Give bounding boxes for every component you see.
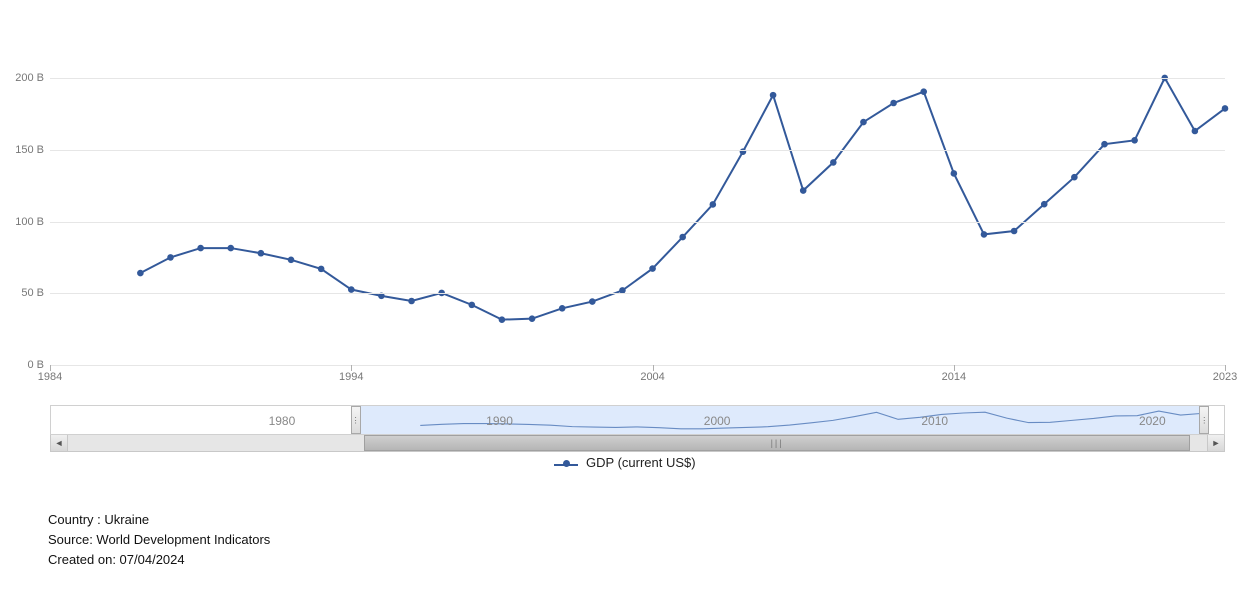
range-band[interactable]: ⋮ ⋮ 1980 1990 2000 2010 2020	[50, 405, 1225, 435]
range-year-label: 1990	[486, 414, 513, 428]
range-selector: ⋮ ⋮ 1980 1990 2000 2010 2020 ◄ ||| ►	[50, 405, 1225, 452]
data-point[interactable]	[499, 316, 506, 323]
x-axis-label: 1994	[339, 371, 363, 383]
data-point[interactable]	[227, 245, 234, 252]
data-point[interactable]	[830, 159, 837, 166]
chart-svg	[50, 35, 1225, 365]
y-axis-label: 100 B	[15, 216, 44, 228]
data-point[interactable]	[1011, 228, 1018, 235]
x-axis-label: 2014	[942, 371, 966, 383]
y-axis-label: 200 B	[15, 72, 44, 84]
data-point[interactable]	[408, 298, 415, 305]
data-point[interactable]	[770, 92, 777, 99]
data-point[interactable]	[137, 270, 144, 277]
data-point[interactable]	[951, 170, 958, 177]
range-scroll-thumb[interactable]: |||	[364, 435, 1190, 451]
meta-source: Source: World Development Indicators	[48, 530, 270, 550]
range-selection[interactable]	[356, 406, 1207, 434]
data-point[interactable]	[679, 234, 686, 241]
range-scroll-track[interactable]: |||	[68, 435, 1207, 451]
x-axis-label: 2023	[1213, 371, 1237, 383]
data-point[interactable]	[258, 250, 265, 257]
data-point[interactable]	[1101, 141, 1108, 148]
meta-created: Created on: 07/04/2024	[48, 550, 270, 570]
data-point[interactable]	[589, 298, 596, 305]
y-axis-label: 0 B	[27, 359, 44, 371]
data-point[interactable]	[1222, 105, 1229, 112]
y-axis-label: 50 B	[21, 287, 44, 299]
data-point[interactable]	[1071, 174, 1078, 181]
range-year-label: 1980	[269, 414, 296, 428]
data-point[interactable]	[1192, 128, 1199, 135]
y-axis-label: 150 B	[15, 144, 44, 156]
range-scrollbar[interactable]: ◄ ||| ►	[50, 435, 1225, 452]
range-handle-left[interactable]: ⋮	[351, 406, 361, 434]
data-point[interactable]	[197, 245, 204, 252]
data-point[interactable]	[1041, 201, 1048, 208]
range-year-label: 2000	[704, 414, 731, 428]
legend-line-icon	[554, 458, 578, 470]
data-point[interactable]	[288, 257, 295, 264]
range-year-label: 2010	[921, 414, 948, 428]
data-point[interactable]	[920, 88, 927, 95]
legend-label: GDP (current US$)	[586, 455, 696, 470]
data-point[interactable]	[800, 187, 807, 194]
data-point[interactable]	[348, 286, 355, 293]
data-point[interactable]	[318, 266, 325, 273]
main-chart-area: 0 B50 B100 B150 B200 B198419942004201420…	[50, 35, 1225, 365]
x-axis-label: 2004	[640, 371, 664, 383]
data-point[interactable]	[468, 302, 475, 309]
data-point[interactable]	[559, 305, 566, 312]
data-point[interactable]	[167, 254, 174, 261]
data-point[interactable]	[710, 201, 717, 208]
range-scroll-right-button[interactable]: ►	[1207, 435, 1224, 451]
metadata-block: Country : Ukraine Source: World Developm…	[48, 510, 270, 570]
range-scroll-left-button[interactable]: ◄	[51, 435, 68, 451]
data-point[interactable]	[649, 265, 656, 272]
data-line	[140, 78, 1225, 320]
data-point[interactable]	[981, 231, 988, 238]
data-point[interactable]	[529, 315, 536, 322]
data-point[interactable]	[1131, 137, 1138, 144]
x-axis-label: 1984	[38, 371, 62, 383]
range-year-label: 2020	[1139, 414, 1166, 428]
legend: GDP (current US$)	[0, 455, 1250, 470]
data-point[interactable]	[860, 119, 867, 126]
meta-country: Country : Ukraine	[48, 510, 270, 530]
range-handle-right[interactable]: ⋮	[1199, 406, 1209, 434]
data-point[interactable]	[890, 100, 897, 107]
